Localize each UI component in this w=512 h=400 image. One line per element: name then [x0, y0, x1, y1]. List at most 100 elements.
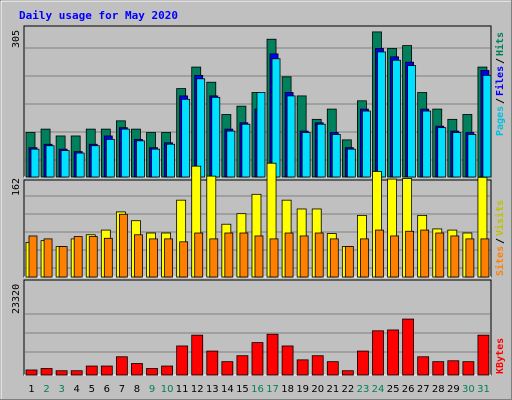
- bar-sites-day-8: [134, 234, 143, 278]
- legend-kbytes: KBytes: [495, 338, 506, 374]
- chart-title: Daily usage for May 2020: [19, 9, 178, 22]
- bar-sites-day-5: [88, 236, 98, 278]
- x-tick-label-day-11: 11: [176, 384, 189, 395]
- bar-pages-day-26: [407, 65, 417, 178]
- bar-pages-day-25: [392, 59, 401, 178]
- bar-sites-day-29: [450, 235, 460, 278]
- bar-kbytes-day-6: [100, 365, 113, 376]
- bar-sites-day-2: [43, 238, 53, 278]
- legend-sep-2: /: [495, 58, 506, 64]
- bar-pages-day-20: [316, 123, 326, 178]
- bar-sites-day-12: [194, 232, 204, 278]
- visits-panel-ymax-label: 162: [11, 178, 22, 196]
- x-tick-label-day-3: 3: [58, 384, 64, 395]
- bar-sites-day-6: [103, 237, 113, 278]
- bar-pages-day-17: [271, 58, 281, 178]
- bar-kbytes-day-8: [131, 363, 143, 376]
- x-tick-label-day-14: 14: [221, 384, 234, 395]
- bar-pages-day-19: [301, 132, 311, 178]
- x-tick-label-day-15: 15: [236, 384, 249, 395]
- bar-sites-day-28: [435, 232, 445, 278]
- x-tick-label-day-21: 21: [326, 384, 339, 395]
- bar-kbytes-day-17: [266, 333, 279, 376]
- bar-pages-day-14: [226, 130, 236, 178]
- bar-sites-day-16: [254, 235, 264, 278]
- x-tick-label-day-30: 30: [462, 384, 475, 395]
- kbytes-panel-ymax-label: 23320: [11, 284, 22, 314]
- bar-sites-day-9: [149, 238, 158, 278]
- bar-kbytes-day-31: [477, 334, 490, 376]
- x-tick-label-day-16: 16: [251, 384, 264, 395]
- bar-kbytes-day-13: [206, 350, 219, 376]
- bar-kbytes-day-26: [402, 318, 415, 376]
- bar-pages-day-31: [482, 74, 492, 178]
- bar-sites-day-20: [314, 232, 324, 278]
- bar-kbytes-day-15: [236, 355, 249, 376]
- bar-kbytes-day-11: [176, 345, 189, 376]
- bar-pages-day-12: [196, 78, 206, 178]
- bar-pages-day-27: [422, 110, 432, 178]
- bar-pages-day-18: [286, 95, 296, 178]
- bar-pages-day-10: [166, 143, 175, 178]
- x-tick-label-day-8: 8: [134, 384, 140, 395]
- bar-pages-day-4: [75, 152, 85, 178]
- bar-marks: [25, 31, 492, 376]
- bar-kbytes-day-28: [432, 361, 445, 376]
- bar-kbytes-day-21: [326, 361, 339, 376]
- bar-kbytes-day-14: [221, 361, 234, 376]
- bar-pages-day-7: [120, 128, 130, 178]
- x-axis-day-labels: 1 2 3 4 5 6 7 8 9 10 11 12 13 14 15 16 17 18 19 20 21 22 23 24 2…: [28, 384, 489, 395]
- x-tick-label-day-31: 31: [477, 384, 490, 395]
- bar-kbytes-day-10: [161, 365, 173, 376]
- bar-kbytes-day-5: [85, 365, 98, 376]
- x-tick-label-day-27: 27: [417, 384, 430, 395]
- hits-panel-ymax-label: 305: [11, 30, 22, 48]
- bar-sites-day-23: [360, 238, 369, 278]
- bar-sites-day-14: [224, 232, 234, 278]
- bar-pages-day-16: [256, 92, 266, 178]
- bar-kbytes-day-22: [341, 370, 354, 376]
- x-tick-label-day-18: 18: [281, 384, 294, 395]
- bar-kbytes-day-18: [281, 345, 294, 376]
- legend-sites: Sites: [494, 246, 506, 276]
- bar-sites-day-10: [164, 238, 173, 278]
- bar-pages-day-15: [241, 123, 251, 178]
- x-tick-label-day-26: 26: [402, 384, 415, 395]
- x-tick-label-day-6: 6: [104, 384, 110, 395]
- bar-sites-day-18: [284, 232, 294, 278]
- bar-sites-day-1: [28, 235, 38, 278]
- bar-sites-day-3: [58, 246, 68, 278]
- bar-pages-day-29: [452, 132, 462, 178]
- x-tick-label-day-24: 24: [372, 384, 385, 395]
- bar-kbytes-day-4: [70, 370, 83, 376]
- bar-sites-day-4: [73, 236, 83, 278]
- bar-sites-day-7: [118, 213, 128, 278]
- bar-pages-day-6: [105, 138, 115, 178]
- bar-sites-day-15: [239, 232, 249, 278]
- bar-sites-day-13: [209, 238, 219, 278]
- bar-kbytes-day-12: [191, 334, 204, 376]
- bar-pages-day-9: [151, 148, 160, 178]
- x-tick-label-day-19: 19: [296, 384, 309, 395]
- x-tick-label-day-1: 1: [28, 384, 34, 395]
- x-tick-label-day-5: 5: [89, 384, 95, 395]
- bar-pages-day-5: [90, 145, 100, 178]
- bar-kbytes-day-27: [417, 356, 430, 376]
- bar-kbytes-day-7: [115, 356, 128, 376]
- legend-visits: Visits: [494, 200, 506, 236]
- bar-sites-day-26: [405, 230, 415, 278]
- bar-sites-day-17: [269, 238, 279, 278]
- bar-kbytes-day-1: [25, 369, 38, 376]
- bar-kbytes-day-24: [372, 330, 384, 376]
- bar-pages-day-28: [437, 127, 447, 178]
- bar-pages-day-1: [30, 148, 40, 178]
- visits-panel-legend: Sites / Visits: [494, 200, 506, 276]
- bar-kbytes-day-16: [251, 342, 264, 376]
- bar-pages-day-24: [377, 51, 386, 178]
- x-tick-label-day-22: 22: [342, 384, 355, 395]
- bar-kbytes-day-20: [311, 355, 324, 376]
- bar-sites-day-24: [375, 229, 384, 278]
- bar-sites-day-31: [480, 238, 490, 278]
- bar-kbytes-day-2: [40, 368, 53, 376]
